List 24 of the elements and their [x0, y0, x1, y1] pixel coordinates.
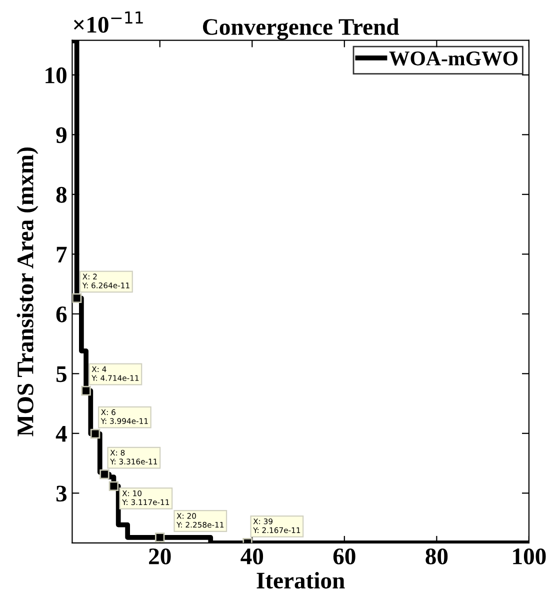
y-tick-label: 4 [56, 426, 67, 442]
point [90, 428, 100, 439]
point [72, 293, 82, 303]
point [100, 469, 110, 480]
point [108, 481, 119, 492]
x-tick-label: 60 [333, 548, 356, 564]
y-tick-label: 10 [46, 67, 66, 84]
y-axis-title: MOS Transistor Area (mxm) [16, 148, 38, 436]
x-axis-title: Iteration [256, 572, 345, 589]
legend-label: WOA-mGWO [389, 51, 518, 66]
x-tick-label: 80 [426, 548, 448, 564]
y-tick-label: 7 [56, 246, 67, 262]
chart-title: Convergence Trend [203, 18, 400, 40]
point [81, 386, 91, 396]
point [155, 532, 165, 542]
y-tick-label: 8 [56, 186, 67, 203]
x-tick-label: 20 [149, 548, 171, 564]
y-tick-label: 3 [56, 486, 67, 502]
x-tick-label: 40 [240, 548, 264, 564]
y-tick-label: 5 [56, 366, 66, 382]
y-tick-label: 9 [56, 127, 66, 144]
y-tick-label: 6 [56, 306, 67, 322]
text: ×10$^{−11}$ [74, 11, 143, 33]
x-tick-label: 100 [513, 548, 546, 564]
